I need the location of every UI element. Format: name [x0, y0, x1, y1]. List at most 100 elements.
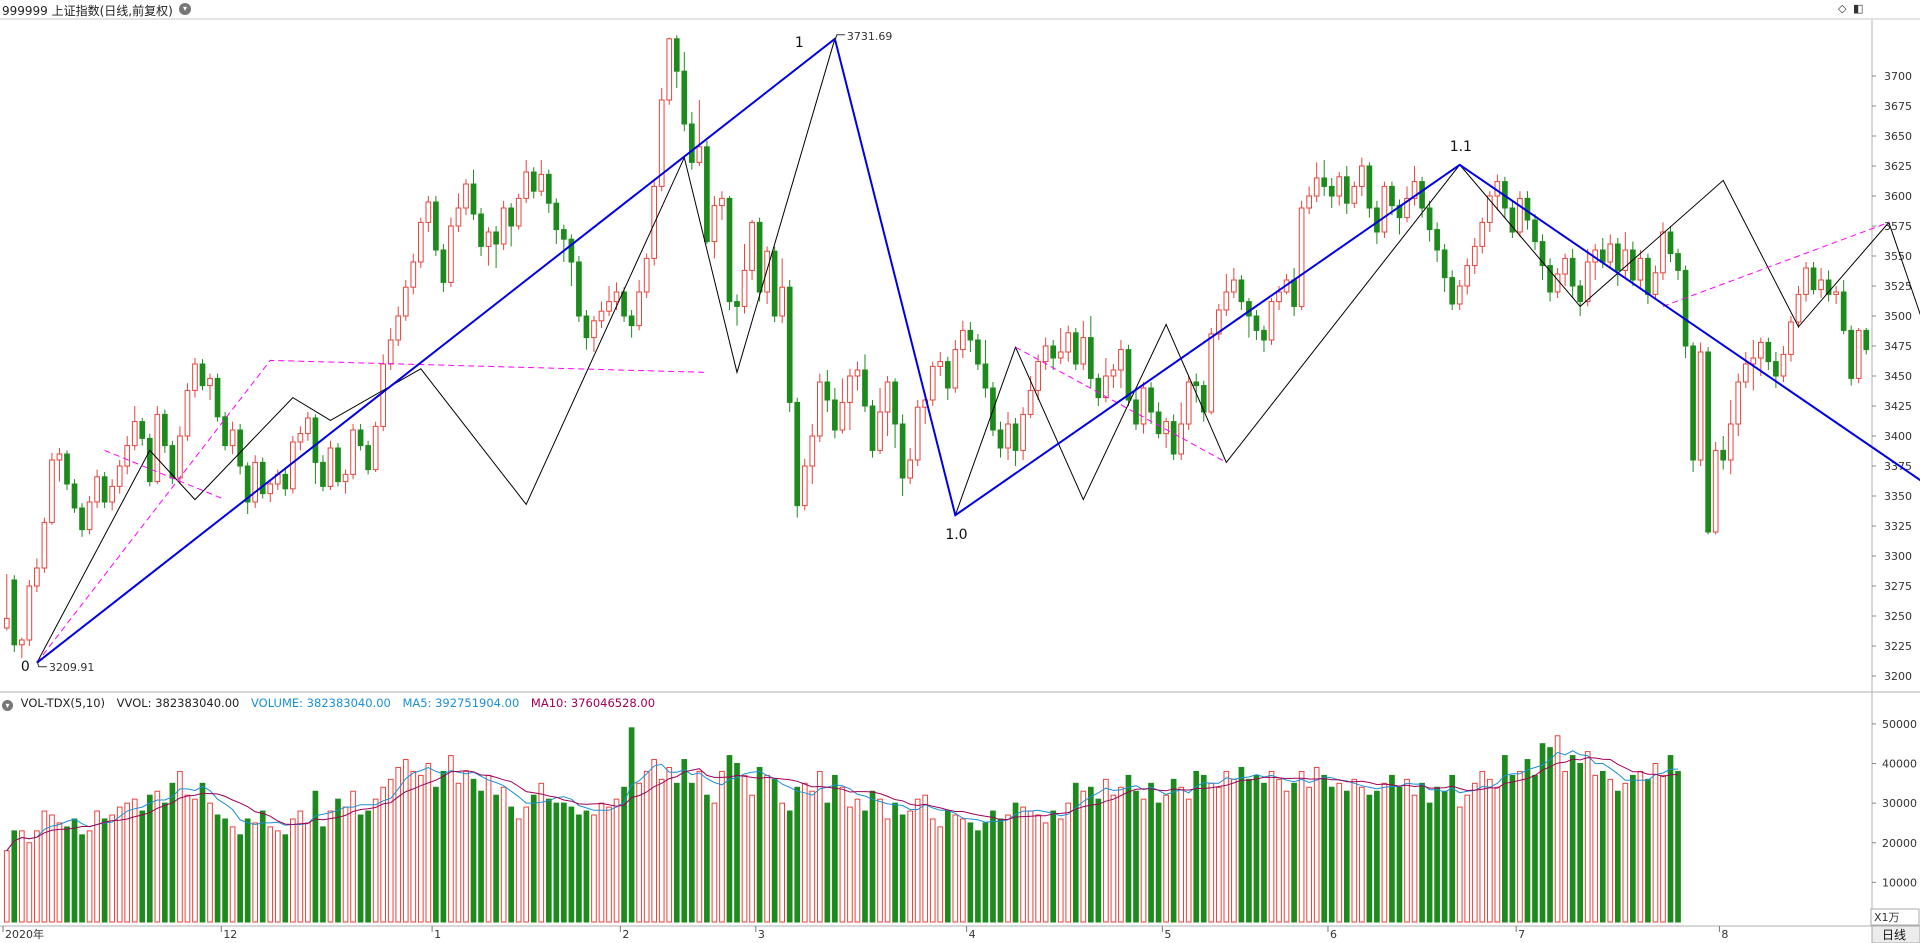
volume-bar: [990, 810, 996, 923]
volume-bar: [1215, 786, 1222, 923]
candle-body: [1411, 181, 1418, 199]
volume-dropdown-icon[interactable]: ▾: [2, 700, 13, 711]
panel-toggle-icon[interactable]: ◧: [1853, 2, 1864, 15]
volume-bar: [1494, 786, 1501, 923]
price-tick-label: 3425: [1884, 400, 1912, 413]
volume-bar: [1087, 786, 1094, 923]
volume-bar: [124, 802, 131, 923]
volume-bar: [1321, 774, 1328, 923]
volume-bar: [1471, 782, 1478, 923]
volume-bar: [1223, 770, 1230, 923]
candle-body: [801, 465, 808, 507]
volume-bar: [184, 794, 191, 923]
volume-bar: [357, 814, 364, 923]
volume-bar: [1012, 802, 1019, 923]
candle-body: [937, 361, 944, 367]
volume-bar: [1396, 786, 1403, 923]
volume-bar: [1434, 786, 1440, 923]
candle-body: [237, 429, 243, 467]
volume-bar: [1614, 790, 1621, 923]
volume-bar: [779, 802, 786, 923]
volume-bar: [500, 786, 507, 923]
candle-body: [86, 501, 93, 531]
volume-ma10-line: [6, 757, 1678, 852]
volume-bar: [1411, 794, 1418, 923]
candle-body: [824, 381, 831, 401]
candle-body: [1517, 197, 1523, 233]
volume-ma5: MA5: 392751904.00: [402, 696, 520, 710]
volume-bar: [101, 818, 108, 923]
volume-bar: [1283, 790, 1290, 923]
date-tick-label: 5: [1164, 928, 1171, 941]
candle-body: [952, 349, 959, 389]
candle-body: [1148, 387, 1154, 413]
volume-bar: [1140, 798, 1147, 923]
candle-body: [1313, 177, 1320, 197]
candle-body: [1682, 269, 1689, 347]
volume-bar: [372, 798, 379, 923]
candle-body: [997, 429, 1004, 449]
candle-body: [26, 585, 33, 641]
volume-bar: [56, 822, 63, 923]
volume-bar: [267, 826, 274, 923]
volume-bar: [11, 830, 18, 923]
candle-body: [816, 381, 823, 437]
candle-body: [1697, 351, 1704, 461]
volume-bar: [538, 782, 545, 923]
candle-body: [320, 461, 326, 487]
candle-body: [109, 485, 115, 503]
period-button[interactable]: 日线: [1882, 928, 1906, 942]
candle-body: [1012, 423, 1019, 451]
candle-body: [1351, 185, 1358, 204]
volume-bar: [1261, 782, 1267, 923]
candle-body: [877, 411, 883, 451]
candle-body: [613, 291, 620, 303]
volume-bar: [741, 774, 748, 923]
volume-bar: [1381, 782, 1388, 923]
volume-bar: [1374, 790, 1380, 923]
volume-bar: [621, 786, 627, 923]
candle-body: [636, 291, 642, 327]
candle-body: [1818, 279, 1824, 291]
volume-bar: [877, 798, 883, 923]
volume-tick-label: 20000: [1882, 837, 1917, 850]
date-tick-label: 8: [1721, 928, 1728, 941]
candle-body: [1833, 291, 1839, 295]
volume-bar: [1231, 778, 1237, 923]
candle-body: [967, 329, 974, 341]
candle-body: [1200, 385, 1207, 413]
candle-body: [673, 38, 680, 72]
volume-bar: [1517, 770, 1523, 923]
diamond-icon[interactable]: ◇: [1838, 2, 1847, 15]
volume-bar: [297, 810, 304, 923]
wave-label: 0: [21, 659, 30, 675]
volume-bar: [1569, 755, 1576, 923]
candle-body: [162, 413, 168, 447]
volume-bar: [1456, 806, 1463, 923]
candle-body: [508, 207, 514, 227]
candle-body: [350, 429, 356, 475]
date-tick-label: 12: [223, 928, 237, 941]
volume-bar: [1630, 774, 1636, 923]
candle-body: [1080, 337, 1087, 365]
candle-body: [1645, 257, 1651, 295]
candle-body: [1742, 363, 1749, 383]
candle-body: [470, 183, 477, 215]
volume-bar: [387, 778, 394, 923]
candle-body: [1276, 291, 1282, 303]
volume-bar: [907, 810, 913, 923]
volume-bar: [207, 802, 213, 923]
volume-bar: [606, 806, 612, 923]
title-dropdown-icon[interactable]: ▾: [179, 3, 191, 15]
candle-body: [1261, 329, 1267, 341]
volume-bar: [854, 798, 861, 923]
candle-body: [1185, 381, 1192, 425]
volume-bar: [922, 794, 929, 923]
volume-bar: [485, 774, 492, 923]
candle-body: [1456, 285, 1463, 305]
candle-body: [643, 257, 650, 293]
volume-bar: [523, 806, 530, 923]
candle-body: [342, 473, 349, 483]
candle-body: [1562, 257, 1568, 275]
